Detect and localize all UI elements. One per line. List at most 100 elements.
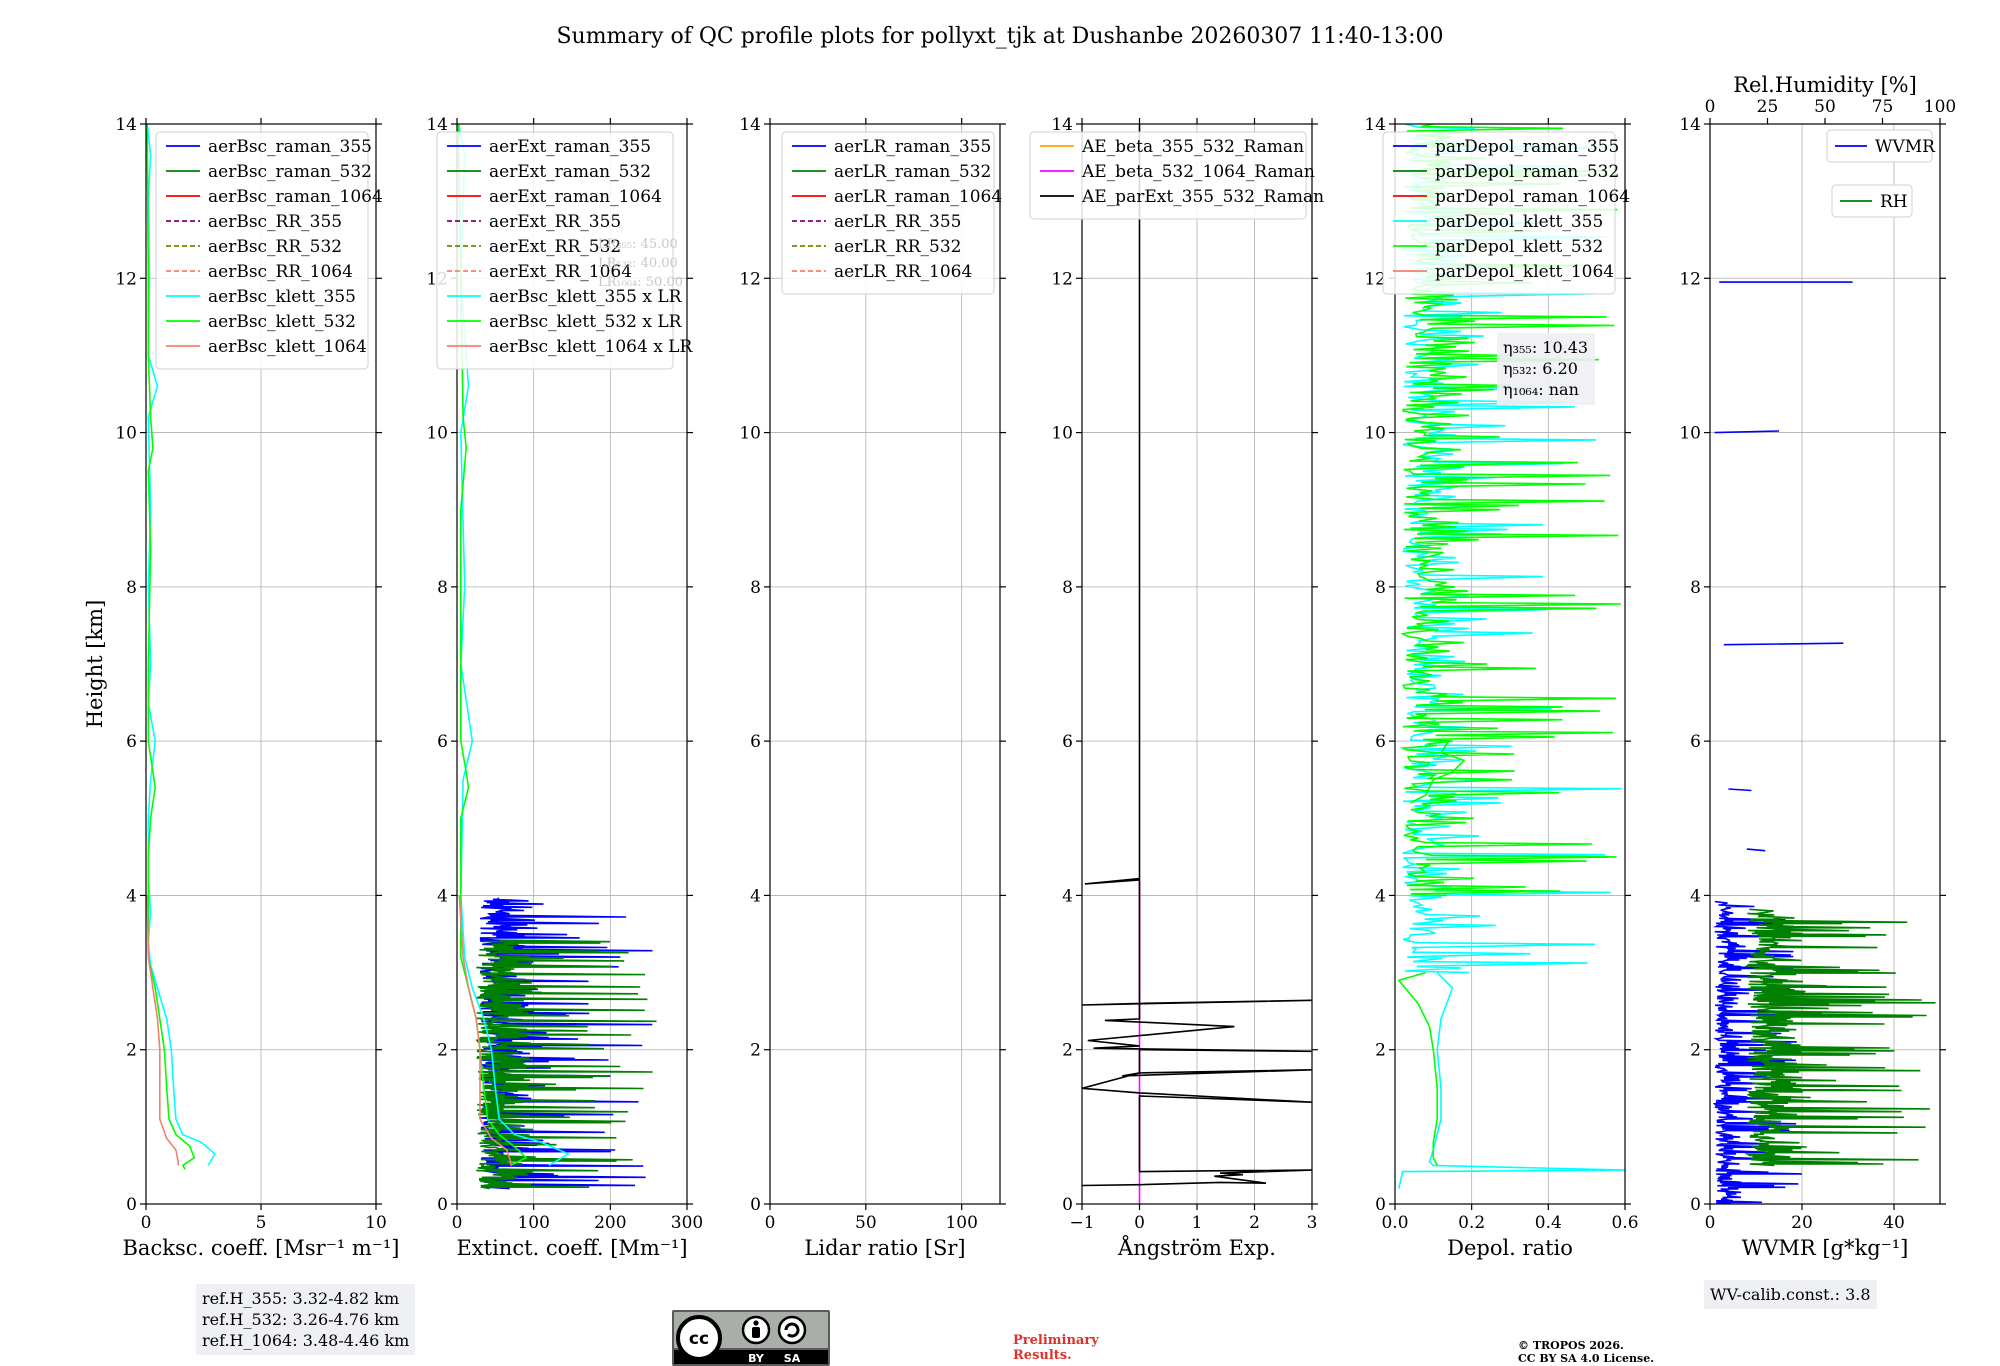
panel-water-vapor: 0 20 40 0 2 4 6 8 10 12 14 WVMR [g*kg⁻¹] 0 25 50 75 100 R… — [1679, 73, 1956, 1260]
legend-box — [1382, 131, 1616, 295]
top-x-tick-label: 25 — [1757, 97, 1779, 117]
ref-height-box: ref.H_355: 3.32-4.82 km ref.H_532: 3.26-… — [196, 1284, 416, 1355]
wv-calib-const: WV-calib.const.: 3.8 — [1710, 1285, 1871, 1304]
legend-label: aerExt_RR_1064 — [489, 262, 632, 282]
x-axis-label: Extinct. coeff. [Mm⁻¹] — [456, 1236, 687, 1260]
legend: parDepol_raman_355 parDepol_raman_532 parD… — [1382, 131, 1630, 295]
legend: AE_beta_355_532_Raman AE_beta_532_1064_Ra… — [1029, 131, 1324, 220]
y-tick-label: 2 — [1690, 1041, 1701, 1061]
y-tick-label: 2 — [1375, 1041, 1386, 1061]
legend-label: parDepol_klett_1064 — [1435, 262, 1614, 282]
y-tick-label: 2 — [750, 1041, 761, 1061]
figure-title: Summary of QC profile plots for pollyxt_… — [556, 24, 1443, 49]
y-tick-label: 2 — [437, 1041, 448, 1061]
legend-wvmr: WVMR — [1826, 129, 1936, 163]
legend-rh: RH — [1831, 184, 1913, 218]
legend-label: aerExt_RR_355 — [489, 212, 621, 232]
legend-label: AE_beta_355_532_Raman — [1081, 137, 1304, 157]
preliminary-note: Preliminary Results. — [1013, 1333, 1099, 1363]
wv-calib-box: WV-calib.const.: 3.8 — [1704, 1280, 1877, 1309]
y-tick-label: 10 — [426, 424, 448, 444]
y-tick-label: 2 — [1062, 1041, 1073, 1061]
series-line-pardepol-klett-532-lower- — [1397, 971, 1438, 1166]
y-tick-label: 12 — [1364, 269, 1386, 289]
y-tick-label: 14 — [1051, 115, 1073, 135]
x-tick-label: 20 — [1791, 1213, 1813, 1233]
copyright-line-1: © TROPOS 2026. — [1518, 1339, 1624, 1352]
lr-note: LR₃₅₅: 45.00 — [598, 237, 678, 252]
x-tick-label: 2 — [1249, 1213, 1260, 1233]
y-tick-label: 0 — [126, 1195, 137, 1215]
y-tick-label: 4 — [1062, 886, 1073, 906]
legend: aerBsc_raman_355 aerBsc_raman_532 aerBsc_r… — [155, 131, 383, 370]
x-tick-label: 0 — [1705, 1213, 1716, 1233]
legend-label: aerBsc_klett_355 — [208, 287, 356, 307]
x-tick-label: −1 — [1069, 1213, 1094, 1233]
panel-backscatter: 0 5 10 0 2 4 6 8 10 12 14 Backsc. coeff. [Msr⁻¹ m⁻¹… — [83, 115, 399, 1260]
series-group — [1712, 281, 1936, 1204]
legend-box — [1826, 129, 1933, 163]
panel-depolarization: 0.0 0.2 0.4 0.6 0 2 4 6 8 10 12 14 Depol. ratio parDe… — [1364, 115, 1638, 1260]
y-tick-label: 6 — [126, 732, 137, 752]
legend-label: aerLR_raman_532 — [834, 162, 991, 182]
legend-label: aerLR_raman_1064 — [834, 187, 1002, 207]
x-tick-label: 0.2 — [1458, 1213, 1485, 1233]
legend-box — [155, 131, 369, 370]
lr-note: LR₅₃₂: 40.00 — [598, 256, 678, 271]
legend-label: aerBsc_RR_355 — [208, 212, 342, 232]
series-line-aerbsc-klett-532-x-lr — [457, 124, 528, 1167]
eta-box: η₃₅₅: 10.43 η₅₃₂: 6.20 η₁₀₆₄: nan — [1497, 333, 1595, 405]
series-line-aerbsc-klett-355-x-lr — [457, 124, 570, 1167]
y-tick-label: 6 — [1375, 732, 1386, 752]
y-tick-label: 12 — [115, 269, 137, 289]
eta-label: η₃₅₅: 10.43 — [1503, 338, 1588, 357]
series-line-wvmr — [1712, 900, 1804, 1204]
sa-label: SA — [784, 1352, 801, 1365]
y-tick-label: 4 — [750, 886, 761, 906]
series-line-wvmr-high- — [1714, 281, 1853, 852]
axes-frame — [1394, 123, 1626, 1205]
series-group — [1082, 124, 1312, 1204]
series-line-aerbsc-klett-532 — [146, 124, 196, 1170]
eta-label: η₁₀₆₄: nan — [1503, 380, 1579, 399]
x-tick-label: 50 — [855, 1213, 877, 1233]
y-tick-label: 4 — [1690, 886, 1701, 906]
top-x-tick-label: 75 — [1872, 97, 1894, 117]
panel-lidar-ratio: 0 50 100 0 2 4 6 8 10 12 14 Lidar ratio [Sr] aerLR_r… — [739, 115, 1006, 1260]
legend-box — [1029, 131, 1307, 220]
y-tick-label: 0 — [1690, 1195, 1701, 1215]
x-tick-label: 200 — [594, 1213, 626, 1233]
x-tick-label: 5 — [256, 1213, 267, 1233]
legend-label: aerLR_RR_532 — [834, 237, 961, 257]
y-tick-label: 2 — [126, 1041, 137, 1061]
y-tick-label: 8 — [1375, 578, 1386, 598]
legend: aerExt_raman_355 aerExt_raman_532 aerExt_r… — [436, 131, 693, 370]
legend-box — [781, 131, 995, 295]
copyright-note: © TROPOS 2026. CC BY SA 4.0 License. — [1518, 1339, 1654, 1365]
legend-label: aerBsc_RR_532 — [208, 237, 342, 257]
series-line-rh — [1744, 908, 1936, 1167]
legend-label: parDepol_klett_355 — [1435, 212, 1603, 232]
y-tick-label: 14 — [1364, 115, 1386, 135]
series-group — [146, 124, 217, 1170]
y-tick-label: 4 — [126, 886, 137, 906]
ref-height-1064: ref.H_1064: 3.48-4.46 km — [202, 1331, 410, 1350]
x-axis-label: Depol. ratio — [1447, 1236, 1573, 1260]
axes-frame — [456, 123, 688, 1205]
cc-letters: cc — [689, 1329, 709, 1349]
legend-label: aerExt_raman_532 — [489, 162, 651, 182]
lr-note: LR₁₀₆₄: 50.00 — [598, 275, 683, 290]
legend-label: aerLR_raman_355 — [834, 137, 991, 157]
legend-label: parDepol_klett_532 — [1435, 237, 1603, 257]
x-tick-label: 40 — [1883, 1213, 1905, 1233]
y-tick-label: 10 — [1364, 424, 1386, 444]
series-line-aerbsc-klett-1064 — [146, 895, 179, 1166]
top-x-tick-label: 0 — [1705, 97, 1716, 117]
legend-label: AE_parExt_355_532_Raman — [1081, 187, 1324, 207]
panel-extinction: 010020030002468101214Extinct. coeff. [Mm… — [426, 115, 703, 1260]
eta-label: η₅₃₂: 6.20 — [1503, 359, 1578, 378]
y-tick-label: 14 — [115, 115, 137, 135]
series-group — [457, 124, 657, 1190]
legend-label: aerBsc_klett_1064 x LR — [489, 337, 693, 357]
